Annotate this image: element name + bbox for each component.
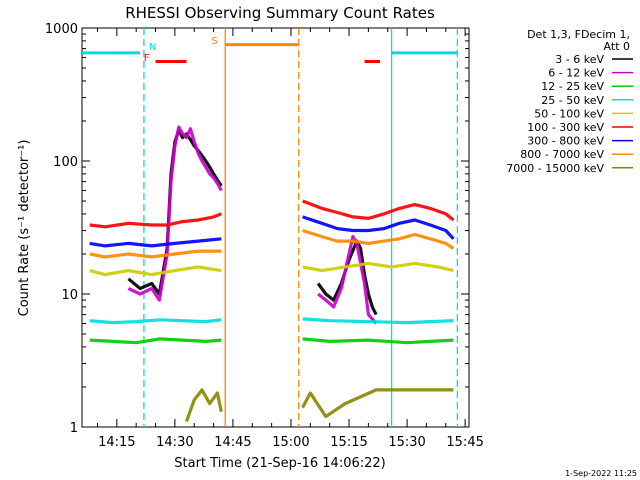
x-tick-label: 15:30 <box>388 435 425 450</box>
series-line-6 <box>302 215 455 240</box>
x-axis-label: Start Time (21-Sep-16 14:06:22) <box>174 456 385 471</box>
x-tick-label: 14:45 <box>214 435 251 450</box>
series-line-4 <box>302 261 454 273</box>
series-line-2 <box>89 337 222 345</box>
legend-label: 25 - 50 keV <box>541 94 604 107</box>
y-axis-label: Count Rate (s⁻¹ detector⁻¹) <box>17 140 32 317</box>
series-line-3 <box>89 318 222 325</box>
legend-label: 6 - 12 keV <box>548 67 604 80</box>
legend-label: 100 - 300 keV <box>527 121 604 134</box>
legend-label: 12 - 25 keV <box>541 80 604 93</box>
legend-label: 50 - 100 keV <box>534 107 604 120</box>
x-tick-label: 14:30 <box>156 435 193 450</box>
state-bars <box>82 43 458 63</box>
series-line-1 <box>127 125 223 302</box>
x-tick-label: 15:45 <box>446 435 483 450</box>
series-line-7 <box>302 228 455 250</box>
legend-header: Det 1,3, FDecim 1, <box>527 28 630 41</box>
series-line-6 <box>89 237 222 248</box>
legend-label: 7000 - 15000 keV <box>506 162 604 175</box>
x-tick-label: 15:00 <box>272 435 309 450</box>
annotation-label: S <box>211 36 217 47</box>
annotations: NF S <box>144 36 218 64</box>
plot-frame <box>81 27 470 428</box>
chart-title: RHESSI Observing Summary Count Rates <box>125 4 435 22</box>
series-lines <box>89 125 455 423</box>
y-tick-label: 1000 <box>45 22 78 37</box>
series-line-2 <box>302 337 454 345</box>
series-line-5 <box>89 212 222 229</box>
x-tick-label: 15:15 <box>330 435 367 450</box>
series-line-1 <box>317 235 378 325</box>
y-tick-label: 10 <box>61 288 78 303</box>
series-line-8 <box>184 388 223 423</box>
legend-label: 300 - 800 keV <box>527 135 604 148</box>
series-line-8 <box>301 388 454 419</box>
series-line-5 <box>302 199 455 222</box>
series-line-4 <box>89 265 222 277</box>
annotation-label: F <box>144 53 150 64</box>
vertical-marker-lines <box>143 28 459 427</box>
axis-ticks: 1 10 100 1000 14:15 14:30 14:45 15:00 15:15 15:30… <box>45 22 484 450</box>
series-line-7 <box>89 249 222 259</box>
date-stamp: 1-Sep-2022 11:25 <box>565 469 637 478</box>
x-tick-label: 14:15 <box>98 435 135 450</box>
y-tick-label: 100 <box>53 155 78 170</box>
legend-label: 3 - 6 keV <box>555 53 604 66</box>
legend-label: 800 - 7000 keV <box>520 148 604 161</box>
annotation-label: N <box>149 42 156 53</box>
series-line-3 <box>302 317 454 325</box>
y-tick-label: 1 <box>70 421 78 436</box>
legend-header: Att 0 <box>604 40 630 53</box>
